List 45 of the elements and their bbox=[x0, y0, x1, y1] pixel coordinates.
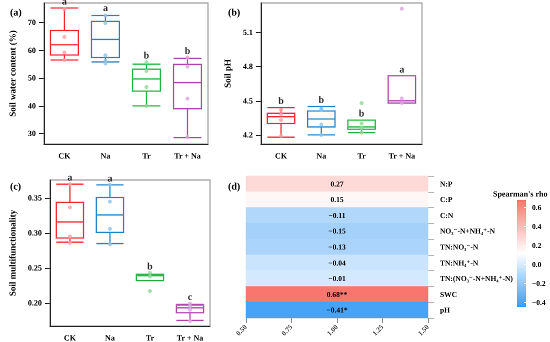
annotation: a bbox=[107, 173, 112, 184]
annotation: b bbox=[184, 46, 191, 58]
text: (b) bbox=[228, 8, 240, 18]
annotation: a bbox=[399, 64, 404, 76]
x-tick-label: Tr bbox=[357, 152, 366, 160]
y-axis-title: Soil water content (%) bbox=[8, 30, 18, 117]
x-tick-label: CK bbox=[64, 334, 77, 342]
y-tick-label: 0.25 bbox=[28, 264, 42, 273]
annotation: b bbox=[278, 96, 284, 108]
annotation: b bbox=[318, 94, 325, 106]
y-tick-label: 0.20 bbox=[28, 298, 42, 308]
y-tick-label: 30 bbox=[28, 129, 36, 138]
y-axis-title: Soil multifunctionality bbox=[8, 209, 18, 296]
x-tick-label: Tr + Na bbox=[388, 152, 416, 160]
y-tick-label: 50 bbox=[28, 74, 36, 83]
y-tick-label: 60 bbox=[28, 46, 36, 55]
x-tick-label: CK bbox=[58, 152, 72, 160]
chart-title: (a) bbox=[10, 8, 22, 18]
y-tick-label: 0.35 bbox=[28, 194, 42, 203]
x-tick-label: Tr + Na bbox=[176, 334, 204, 342]
x-tick-label: CK bbox=[275, 152, 288, 160]
y-tick-label: 4.8 bbox=[242, 62, 253, 72]
text: (d) bbox=[228, 182, 240, 192]
y-tick-label: 4.5 bbox=[242, 96, 253, 106]
x-tick-label: Na bbox=[105, 334, 115, 342]
x-tick-label: Tr bbox=[146, 334, 155, 342]
annotation: c bbox=[188, 292, 193, 304]
annotation: b bbox=[144, 50, 150, 62]
y-tick-label: 40 bbox=[28, 101, 36, 110]
x-tick-label: Tr bbox=[142, 152, 152, 160]
x-tick-label: Tr + Na bbox=[174, 152, 201, 160]
y-tick-label: 5.1 bbox=[242, 28, 253, 38]
annotation: a bbox=[67, 172, 72, 184]
annotation: b bbox=[358, 108, 365, 120]
x-tick-label: Na bbox=[100, 152, 110, 160]
y-tick-label: 70 bbox=[28, 18, 36, 27]
color-bar-title: Spearman's rho bbox=[493, 190, 548, 198]
annotation: a bbox=[62, 0, 67, 8]
y-axis-title: Soil pH bbox=[222, 59, 232, 88]
y-tick-label: 0.30 bbox=[28, 228, 42, 238]
chart-title: (c) bbox=[10, 182, 22, 192]
y-tick-label: 4.2 bbox=[242, 130, 253, 140]
x-tick-label: Na bbox=[316, 152, 326, 160]
annotation: b bbox=[147, 261, 154, 272]
annotation: a bbox=[102, 3, 108, 14]
